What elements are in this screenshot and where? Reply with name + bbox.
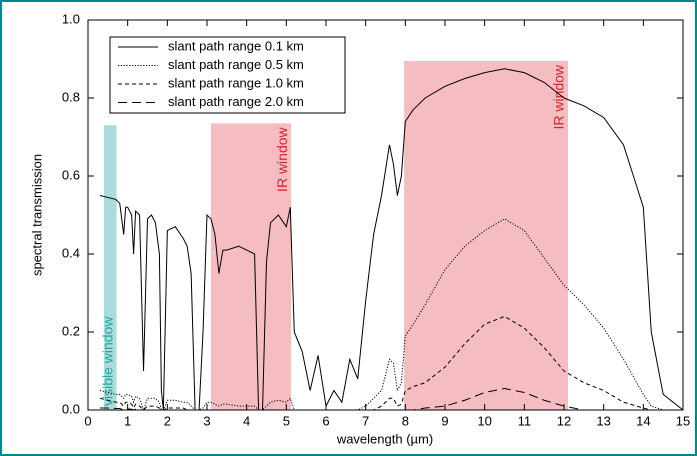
x-tick-label: 6 <box>322 413 329 428</box>
x-tick-label: 14 <box>636 413 650 428</box>
legend-label: slant path range 0.5 km <box>168 57 304 72</box>
x-tick-label: 7 <box>362 413 369 428</box>
x-tick-label: 10 <box>477 413 491 428</box>
x-tick-label: 0 <box>84 413 91 428</box>
y-tick-label: 0.6 <box>62 167 80 182</box>
y-axis-label: spectral transmission <box>29 154 44 276</box>
x-axis-label: wavelength (µm) <box>336 431 433 446</box>
x-tick-label: 2 <box>164 413 171 428</box>
window-span <box>404 60 568 410</box>
x-tick-label: 9 <box>441 413 448 428</box>
y-tick-label: 0.8 <box>62 89 80 104</box>
x-tick-label: 13 <box>596 413 610 428</box>
window-label: IR window <box>551 64 567 129</box>
x-tick-label: 4 <box>243 413 250 428</box>
y-tick-label: 1.0 <box>62 11 80 26</box>
window-span <box>210 123 292 410</box>
legend-label: slant path range 2.0 km <box>168 94 304 109</box>
series-line <box>99 218 683 412</box>
plot-frame <box>87 19 684 411</box>
y-tick-label: 0.4 <box>62 245 80 260</box>
series-line <box>99 68 684 411</box>
window-span <box>103 125 117 411</box>
legend-label: slant path range 1.0 km <box>168 75 304 90</box>
x-tick-label: 5 <box>283 413 290 428</box>
window-label: IR window <box>274 126 290 191</box>
legend-box <box>109 36 346 114</box>
x-tick-label: 8 <box>402 413 409 428</box>
x-tick-label: 3 <box>203 413 210 428</box>
x-tick-label: 12 <box>557 413 571 428</box>
window-label: visible window <box>99 316 115 406</box>
x-tick-label: 11 <box>518 413 532 428</box>
x-tick-label: 1 <box>124 413 131 428</box>
y-tick-label: 0.2 <box>62 323 80 338</box>
y-tick-label: 0.0 <box>62 401 80 416</box>
legend-label: slant path range 0.1 km <box>168 38 304 53</box>
x-tick-label: 15 <box>676 413 690 428</box>
